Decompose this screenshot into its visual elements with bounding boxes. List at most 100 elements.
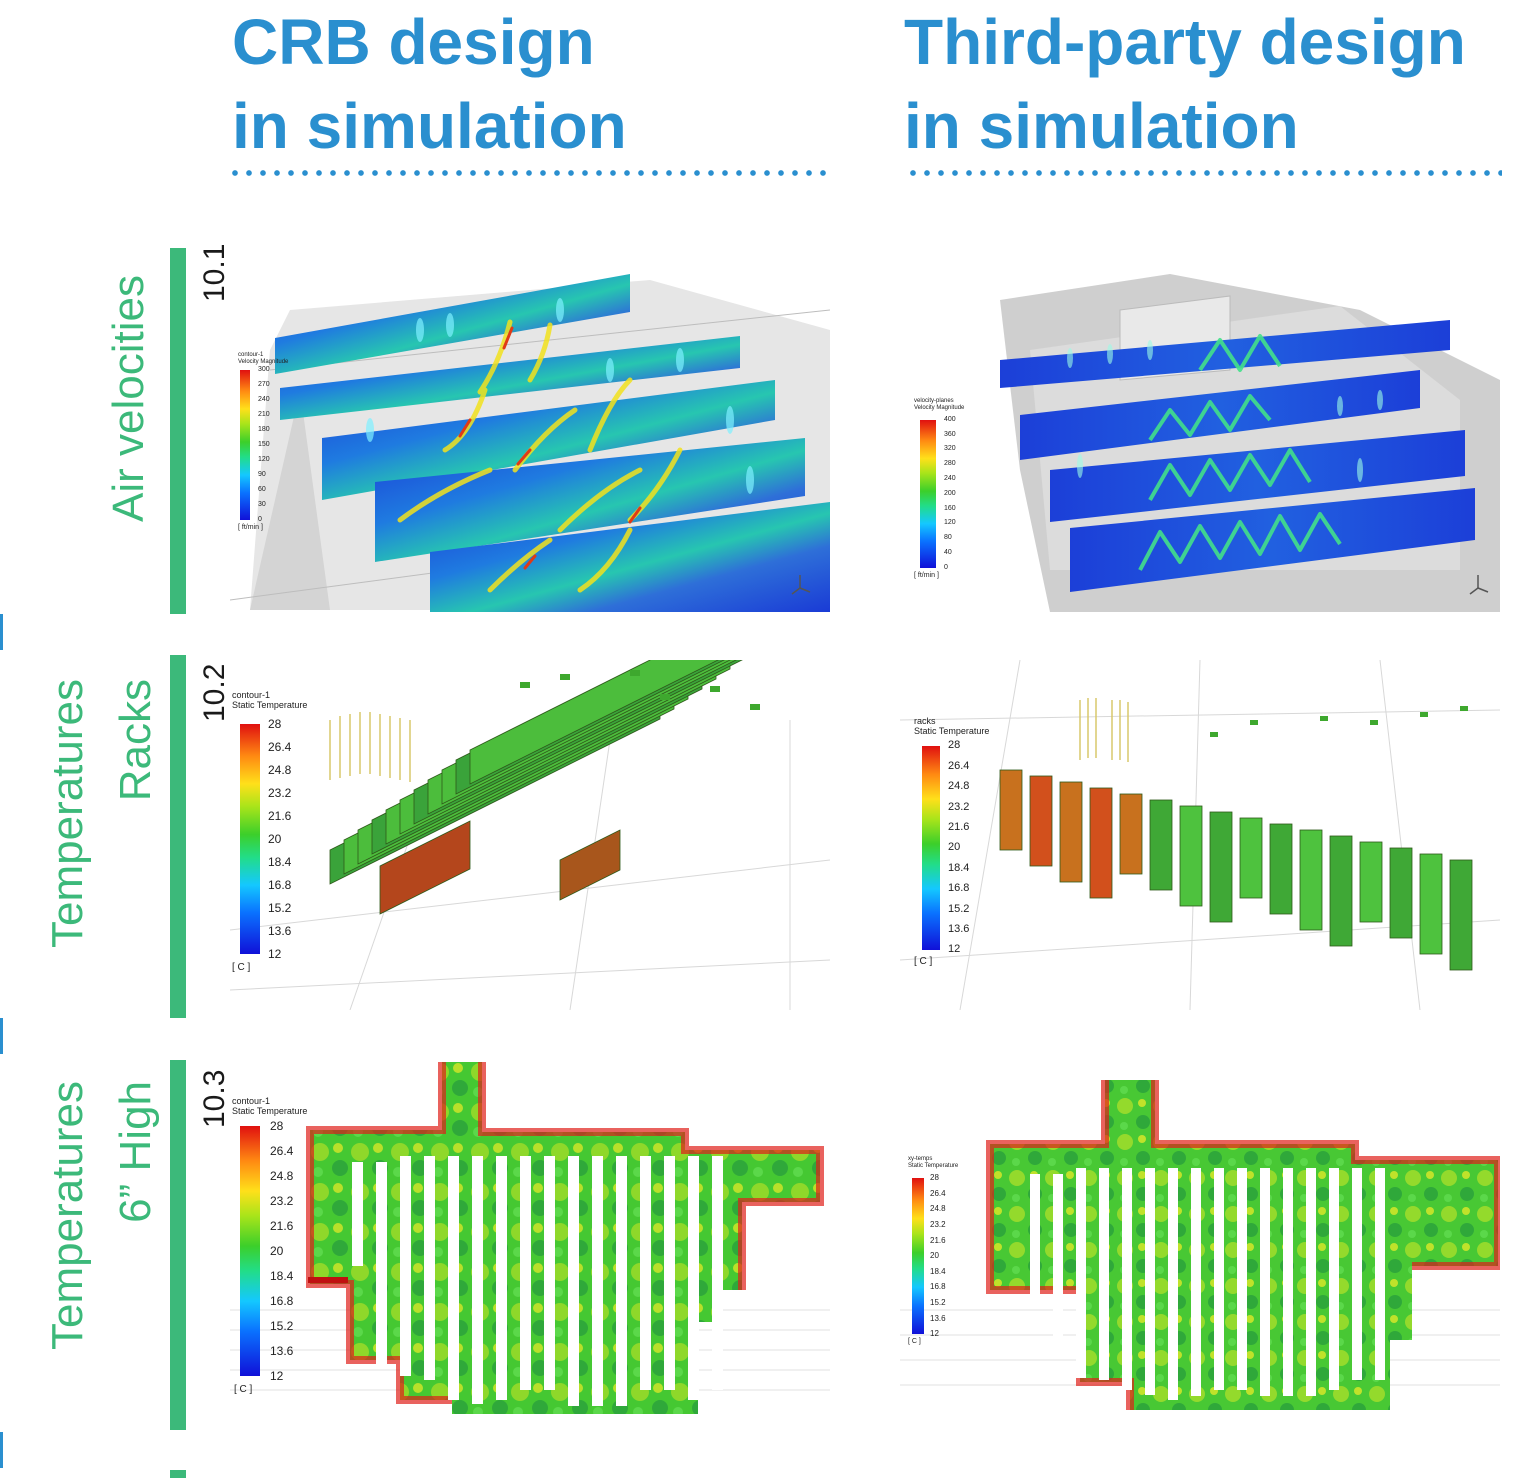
legend-tick-label: 12: [930, 1329, 939, 1339]
column-heading-third-party: Third-party design in simulation: [904, 0, 1466, 168]
legend-tick-label: 12: [268, 946, 282, 961]
legend-tick-label: 23.2: [930, 1220, 946, 1229]
legend-title: contour-1: [232, 1096, 271, 1106]
legend-tick-label: 13.6: [270, 1343, 294, 1358]
color-bar: [920, 420, 936, 568]
velocity-legend: contour-1 Velocity Magnitude 300 270 240 21…: [238, 352, 298, 532]
legend-tick-label: 24.8: [948, 780, 970, 793]
legend-tick-label: 26.4: [268, 739, 292, 754]
row-label-temperatures-racks: Temperatures Racks: [34, 679, 170, 948]
legend-title: contour-1: [232, 690, 271, 700]
legend-tick-label: 60: [258, 485, 266, 493]
legend-tick-label: 26.4: [270, 1143, 294, 1158]
legend-tick-label: 24.8: [930, 1204, 946, 1214]
row-bar-air-velocities: [170, 248, 186, 614]
temperature-legend: xy-temps Static Temperature 28 26.4 24.8 23…: [908, 1156, 998, 1356]
row-label-line-2: 6” High: [111, 1080, 160, 1223]
heading-line-1: CRB design: [232, 6, 595, 78]
legend-tick-label: 210: [258, 410, 270, 418]
legend-tick-label: 23.2: [948, 800, 970, 813]
row-label-air-velocities: Air velocities: [104, 275, 154, 522]
floor-temperature-crb-panel: contour-1 Static Temperature 28 26.4 24.8 2…: [230, 1060, 830, 1420]
row-label-text: Air velocities: [104, 275, 153, 522]
legend-tick-label: 18.4: [930, 1266, 946, 1276]
legend-tick-label: 90: [258, 470, 266, 478]
temperature-legend: contour-1 Static Temperature 28 26.4 24.8 2…: [232, 690, 342, 980]
heading-line-2: in simulation: [232, 90, 627, 162]
color-bar: [922, 746, 940, 950]
row-number-10-3: 10.3: [198, 1069, 231, 1128]
row-label-line-1: Temperatures: [43, 1080, 92, 1350]
legend-subtitle: Static Temperature: [908, 1163, 959, 1169]
legend-tick-label: 20: [930, 1251, 939, 1261]
legend-unit: [ C ]: [232, 962, 251, 973]
legend-tick-label: 21.6: [270, 1218, 294, 1233]
racks-temperature-crb-panel: contour-1 Static Temperature 28 26.4 24.8 2…: [230, 660, 830, 1010]
legend-tick-label: 28: [948, 739, 961, 752]
legend-title: racks: [914, 716, 936, 726]
legend-subtitle: Static Temperature: [232, 700, 308, 710]
row-number-10-2: 10.2: [198, 663, 231, 722]
legend-tick-label: 16.8: [948, 882, 970, 895]
legend-tick-label: 20: [948, 841, 961, 854]
legend-tick-label: 13.6: [268, 923, 292, 938]
legend-tick-label: 24.8: [268, 762, 292, 777]
legend-tick-label: 16.8: [270, 1293, 294, 1308]
color-bar: [912, 1178, 924, 1334]
legend-tick-label: 80: [944, 534, 952, 542]
column-heading-crb: CRB design in simulation: [232, 0, 627, 168]
legend-tick-label: 13.6: [930, 1313, 946, 1323]
legend-title: velocity-planes: [914, 398, 954, 404]
dotted-divider-third-party: [906, 170, 1502, 176]
legend-subtitle: Static Temperature: [914, 726, 990, 736]
floor-temperature-third-party-panel: xy-temps Static Temperature 28 26.4 24.8 23…: [900, 1060, 1500, 1420]
row-number-10-1: 10.1: [198, 243, 231, 302]
legend-unit: [ ft/min ]: [914, 572, 939, 579]
legend-unit: [ C ]: [914, 956, 933, 967]
legend-tick-label: 26.4: [948, 759, 970, 772]
legend-tick-label: 270: [258, 380, 270, 388]
legend-tick-label: 24.8: [270, 1168, 294, 1183]
row-label-line-1: Temperatures: [43, 678, 92, 948]
legend-title: xy-temps: [908, 1156, 933, 1162]
legend-tick-label: 400: [944, 415, 956, 423]
legend-tick-label: 280: [944, 460, 956, 468]
legend-tick-label: 120: [258, 455, 270, 463]
color-bar: [240, 370, 250, 520]
legend-tick-label: 13.6: [948, 923, 970, 935]
velocity-legend: velocity-planes Velocity Magnitude 400 36…: [914, 398, 994, 588]
row-separator-tick: [0, 1018, 3, 1054]
legend-tick-label: 18.4: [948, 861, 970, 874]
legend-tick-label: 20: [270, 1243, 284, 1258]
legend-tick-label: 120: [944, 519, 956, 527]
legend-tick-label: 20: [268, 831, 282, 846]
legend-tick-label: 15.2: [270, 1318, 294, 1333]
legend-tick-label: 23.2: [268, 785, 292, 800]
row-bar-temperatures-6in-high: [170, 1060, 186, 1430]
row-separator-tick: [0, 614, 3, 650]
legend-tick-label: 18.4: [270, 1268, 294, 1283]
legend-tick-label: 28: [930, 1173, 939, 1183]
legend-tick-label: 0: [258, 515, 262, 523]
legend-tick-label: 15.2: [930, 1298, 946, 1307]
legend-title: contour-1: [238, 352, 264, 358]
legend-tick-label: 12: [948, 943, 961, 956]
legend-tick-label: 16.8: [930, 1282, 946, 1292]
row-label-temperatures-6in-high: Temperatures 6” High: [34, 1081, 170, 1350]
legend-tick-label: 28: [268, 716, 282, 731]
legend-tick-label: 18.4: [268, 854, 292, 869]
legend-tick-label: 200: [944, 489, 956, 497]
legend-subtitle: Velocity Magnitude: [238, 359, 289, 365]
color-bar: [240, 1126, 260, 1376]
legend-tick-label: 160: [944, 504, 956, 512]
legend-tick-label: 23.2: [270, 1193, 294, 1208]
air-velocity-crb-panel: contour-1 Velocity Magnitude 300 270 240 21…: [230, 270, 830, 612]
legend-tick-label: 240: [258, 395, 270, 403]
legend-tick-label: 21.6: [930, 1235, 946, 1245]
legend-tick-label: 21.6: [948, 821, 970, 833]
heading-line-2: in simulation: [904, 90, 1299, 162]
dotted-divider-crb: [228, 170, 832, 176]
legend-subtitle: Velocity Magnitude: [914, 405, 965, 411]
legend-tick-label: 40: [944, 549, 952, 556]
row-label-line-2: Racks: [111, 678, 160, 802]
